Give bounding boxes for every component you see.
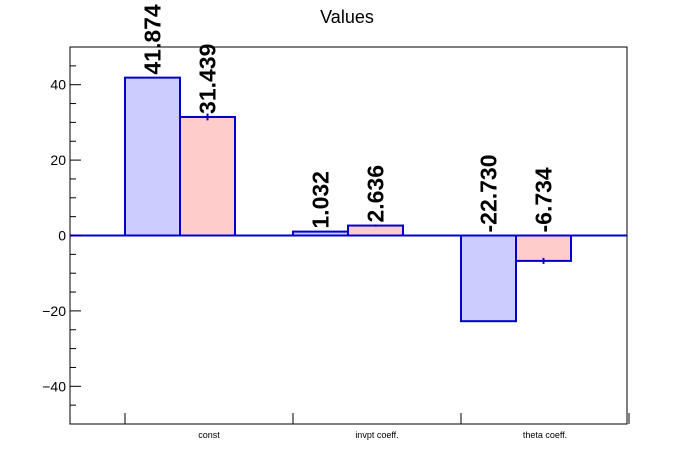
data-label-1-3: -22.730 <box>476 154 502 232</box>
bar-1-1 <box>124 76 181 237</box>
bar-1-3 <box>460 234 517 323</box>
data-label-1-2: 1.032 <box>308 171 334 229</box>
x-category-label: theta coeff. <box>523 430 567 440</box>
data-label-1-1: 41.874 <box>140 4 166 75</box>
data-label-2-2: 2.636 <box>363 165 389 223</box>
y-tick-label: −40 <box>42 378 66 394</box>
bar-2-1 <box>179 115 236 237</box>
x-category-label: invpt coeff. <box>355 430 398 440</box>
labels-layer: 41.874 1.032 -22.730 31.439 2.636 -6.734 <box>140 4 557 232</box>
y-tick-label: 20 <box>50 152 66 168</box>
y-tick-label: 0 <box>58 228 66 244</box>
y-tick-label: −20 <box>42 303 66 319</box>
chart-title: Values <box>320 7 374 27</box>
data-label-2-1: 31.439 <box>195 44 221 114</box>
data-label-2-3: -6.734 <box>531 167 557 232</box>
axes-layer: −40 −20 0 20 40 const invpt coeff. theta coeff. <box>42 46 630 440</box>
bar-2-3 <box>515 234 572 262</box>
bars-layer <box>124 76 572 323</box>
y-tick-label: 40 <box>50 77 66 93</box>
x-category-label: const <box>198 430 220 440</box>
bar-2-2 <box>347 224 404 237</box>
